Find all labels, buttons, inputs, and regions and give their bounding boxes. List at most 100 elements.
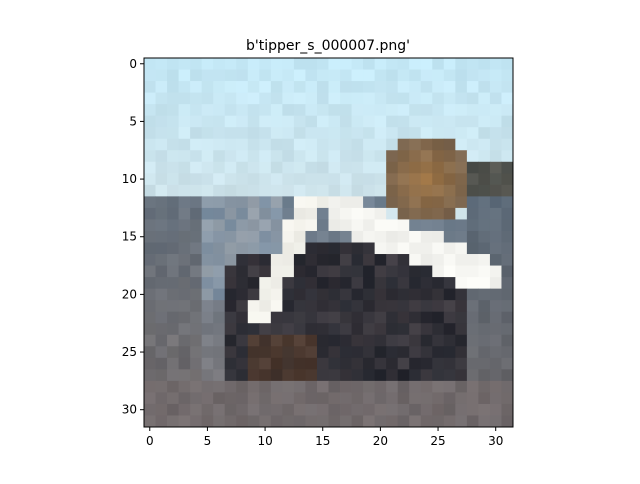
image-pixel (316, 369, 329, 382)
image-pixel (478, 138, 491, 151)
image-pixel (259, 357, 272, 370)
image-pixel (144, 288, 156, 301)
image-pixel (167, 196, 179, 209)
image-pixel (224, 161, 237, 174)
image-pixel (167, 300, 179, 313)
image-pixel (270, 277, 283, 290)
image-pixel (489, 173, 502, 186)
image-pixel (489, 334, 502, 347)
image-pixel (386, 242, 399, 255)
image-pixel (224, 69, 237, 82)
image-pixel (282, 138, 295, 151)
image-pixel (328, 92, 341, 105)
image-pixel (282, 104, 295, 117)
image-pixel (409, 357, 422, 370)
image-pixel (270, 357, 283, 370)
image-pixel (386, 323, 399, 336)
image-pixel (305, 357, 318, 370)
image-pixel (236, 392, 249, 405)
image-pixel (316, 323, 329, 336)
image-pixel (293, 415, 306, 428)
image-pixel (213, 69, 226, 82)
image-pixel (178, 219, 191, 232)
image-pixel (374, 265, 387, 278)
image-pixel (374, 323, 387, 336)
image-pixel (363, 219, 376, 232)
image-pixel (190, 81, 203, 93)
image-pixel (293, 288, 306, 301)
image-pixel (316, 196, 329, 209)
image-pixel (328, 184, 341, 197)
image-pixel (397, 403, 410, 416)
image-pixel (478, 184, 491, 197)
image-pixel (478, 265, 491, 278)
image-pixel (282, 92, 295, 105)
image-pixel (501, 288, 514, 301)
image-pixel (386, 173, 399, 186)
image-pixel (409, 392, 422, 405)
image-pixel (374, 150, 387, 163)
image-pixel (420, 219, 433, 232)
image-pixel (374, 69, 387, 82)
image-pixel (178, 300, 191, 313)
image-pixel (201, 104, 214, 117)
x-tick-label: 10 (257, 434, 272, 448)
image-pixel (282, 380, 295, 393)
image-pixel (259, 369, 272, 382)
image-pixel (259, 403, 272, 416)
image-pixel (305, 242, 318, 255)
image-pixel (155, 369, 168, 382)
image-pixel (443, 150, 456, 163)
image-pixel (247, 161, 260, 174)
image-pixel (224, 311, 237, 324)
image-pixel (374, 173, 387, 186)
image-pixel (259, 311, 272, 324)
image-pixel (293, 173, 306, 186)
image-pixel (144, 219, 156, 232)
image-pixel (397, 380, 410, 393)
image-pixel (374, 242, 387, 255)
image-pixel (236, 334, 249, 347)
image-pixel (328, 207, 341, 220)
image-pixel (466, 323, 479, 336)
image-pixel (420, 415, 433, 428)
image-pixel (340, 288, 352, 301)
image-pixel (259, 81, 272, 93)
image-pixel (305, 380, 318, 393)
image-pixel (305, 369, 318, 382)
image-pixel (432, 357, 445, 370)
image-pixel (374, 196, 387, 209)
image-pixel (374, 104, 387, 117)
image-pixel (478, 161, 491, 174)
image-pixel (236, 288, 249, 301)
image-pixel (293, 127, 306, 140)
y-tick-label: 0 (129, 57, 137, 71)
image-pixel (316, 277, 329, 290)
image-pixel (466, 311, 479, 324)
image-pixel (374, 207, 387, 220)
image-pixel (466, 219, 479, 232)
image-pixel (420, 392, 433, 405)
image-pixel (201, 323, 214, 336)
image-pixel (455, 242, 468, 255)
image-pixel (201, 184, 214, 197)
image-pixel (340, 173, 352, 186)
image-pixel (466, 334, 479, 347)
image-pixel (478, 334, 491, 347)
image-pixel (293, 346, 306, 359)
image-pixel (409, 115, 422, 128)
image-pixel (144, 161, 156, 174)
image-pixel (155, 415, 168, 428)
image-pixel (201, 230, 214, 243)
image-pixel (340, 277, 352, 290)
image-pixel (270, 219, 283, 232)
image-pixel (420, 207, 433, 220)
image-pixel (340, 300, 352, 313)
image-pixel (351, 207, 364, 220)
image-pixel (386, 334, 399, 347)
image-pixel (478, 207, 491, 220)
image-pixel (305, 173, 318, 186)
image-pixel (282, 277, 295, 290)
image-pixel (432, 392, 445, 405)
image-pixel (282, 265, 295, 278)
